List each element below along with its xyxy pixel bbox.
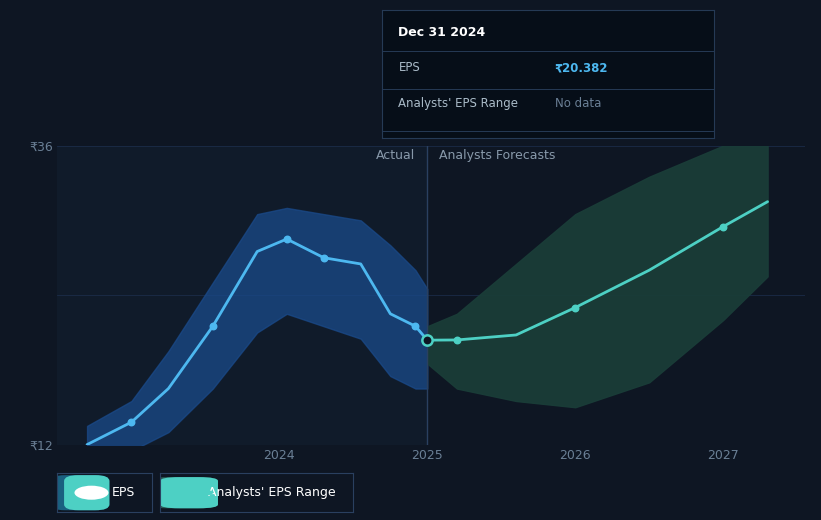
Point [409, 322, 422, 330]
Text: Analysts' EPS Range: Analysts' EPS Range [209, 486, 336, 499]
Text: Analysts Forecasts: Analysts Forecasts [439, 149, 556, 162]
Point [451, 336, 464, 344]
Point [280, 235, 293, 243]
FancyBboxPatch shape [160, 477, 218, 509]
Text: Analysts' EPS Range: Analysts' EPS Range [398, 97, 518, 110]
Circle shape [75, 486, 108, 500]
Point [420, 336, 433, 344]
Text: ₹20.382: ₹20.382 [555, 61, 608, 74]
FancyBboxPatch shape [51, 475, 109, 510]
Point [125, 418, 138, 426]
Text: EPS: EPS [112, 486, 135, 499]
Circle shape [175, 489, 213, 497]
Point [317, 254, 330, 262]
FancyBboxPatch shape [149, 477, 218, 509]
Point [717, 223, 730, 231]
Text: Actual: Actual [376, 149, 415, 162]
Point [569, 303, 582, 311]
Bar [57, 146, 427, 445]
Text: No data: No data [555, 97, 601, 110]
FancyBboxPatch shape [64, 475, 109, 510]
Text: Dec 31 2024: Dec 31 2024 [398, 25, 486, 38]
Point [206, 322, 219, 330]
Text: EPS: EPS [398, 61, 420, 74]
